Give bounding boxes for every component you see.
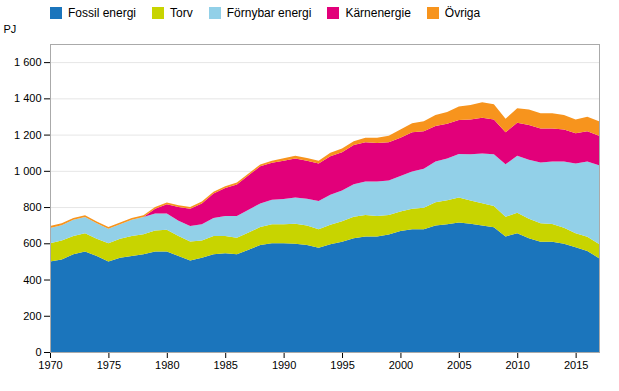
svg-text:1 400: 1 400 xyxy=(14,92,42,104)
svg-text:1 600: 1 600 xyxy=(14,56,42,68)
svg-text:1995: 1995 xyxy=(330,359,354,371)
svg-text:200: 200 xyxy=(23,310,41,322)
html-text:Torv: Torv xyxy=(170,6,193,20)
svg-text:1990: 1990 xyxy=(272,359,296,371)
svg-text:2000: 2000 xyxy=(389,359,413,371)
svg-text:2015: 2015 xyxy=(564,359,588,371)
svg-text:1980: 1980 xyxy=(155,359,179,371)
html-text:Kärnenergie: Kärnenergie xyxy=(345,6,411,20)
html-text:Övriga: Övriga xyxy=(444,6,481,20)
svg-text:1 000: 1 000 xyxy=(14,165,42,177)
svg-text:2005: 2005 xyxy=(447,359,471,371)
svg-text:400: 400 xyxy=(23,274,41,286)
svg-text:800: 800 xyxy=(23,201,41,213)
svg-text:1985: 1985 xyxy=(213,359,237,371)
svg-text:0: 0 xyxy=(35,346,41,358)
svg-text:1 200: 1 200 xyxy=(14,129,42,141)
html-text:Förnybar energi: Förnybar energi xyxy=(226,6,312,20)
svg-text:2010: 2010 xyxy=(505,359,529,371)
svg-text:600: 600 xyxy=(23,237,41,249)
html-text:Fossil energi: Fossil energi xyxy=(68,6,136,20)
svg-text:1970: 1970 xyxy=(38,359,62,371)
svg-text:1975: 1975 xyxy=(97,359,121,371)
svg-text:PJ: PJ xyxy=(4,23,17,35)
